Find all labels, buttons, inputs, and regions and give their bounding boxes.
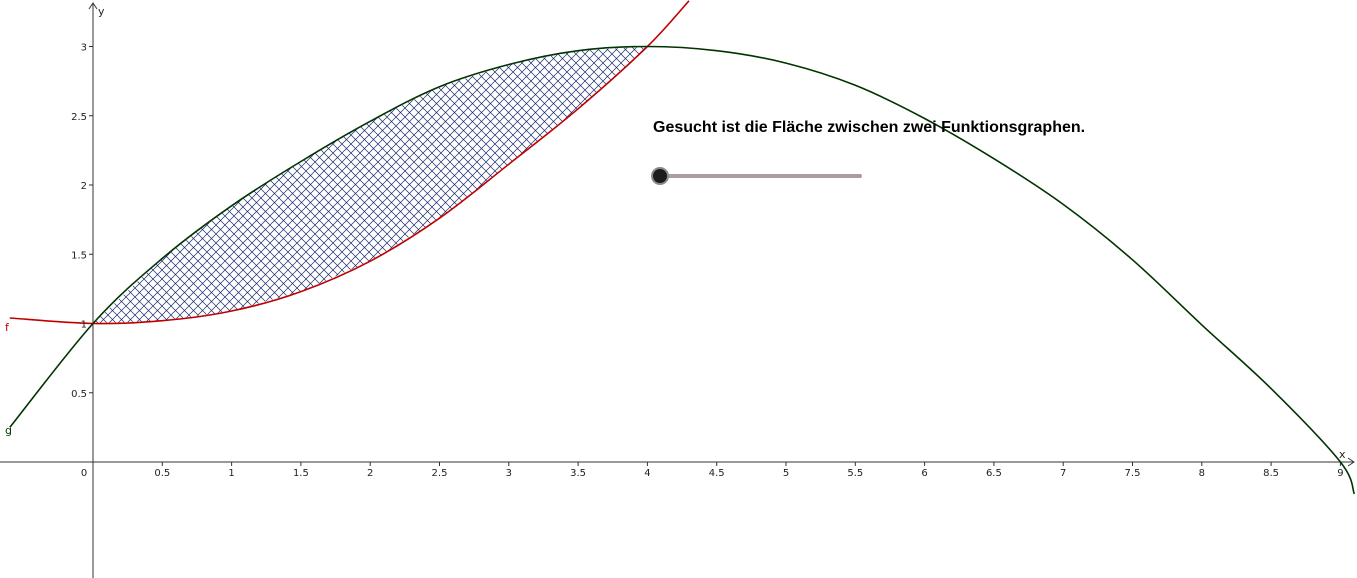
y-tick-label: 2 [81, 181, 87, 192]
y-axis-arrow [88, 2, 98, 10]
x-tick-label: 1.5 [293, 468, 309, 479]
x-tick-label: 8 [1199, 468, 1205, 479]
y-axis-label: y [98, 5, 105, 18]
x-tick-label: 4.5 [709, 468, 725, 479]
function-label-f: f [5, 321, 10, 334]
x-tick-label: 7.5 [1125, 468, 1141, 479]
curve-f [9, 0, 690, 325]
slider-knob[interactable] [651, 167, 669, 185]
y-tick-label: 0.5 [71, 389, 87, 400]
shaded-area [93, 46, 648, 324]
y-tick-label: 2.5 [71, 112, 87, 123]
y-tick-label: 3 [81, 43, 87, 54]
area-slider[interactable] [650, 166, 866, 186]
x-tick-label: 3.5 [570, 468, 586, 479]
x-tick-label: 4 [644, 468, 650, 479]
x-tick-label: 5 [783, 468, 789, 479]
y-tick-label: 1 [81, 320, 87, 331]
x-tick-label: 0.5 [154, 468, 170, 479]
x-tick-label: 1 [228, 468, 234, 479]
function-label-g: g [5, 424, 12, 437]
x-tick-label: 3 [506, 468, 512, 479]
x-tick-label: 9 [1337, 468, 1343, 479]
slider-track[interactable] [660, 174, 862, 178]
x-tick-label: 6.5 [986, 468, 1002, 479]
x-tick-label: 5.5 [847, 468, 863, 479]
x-tick-label: 8.5 [1263, 468, 1279, 479]
x-tick-label: 2.5 [432, 468, 448, 479]
x-tick-label: 2 [367, 468, 373, 479]
x-tick-label: 7 [1060, 468, 1066, 479]
y-tick-label: 1.5 [71, 250, 87, 261]
curve-g [9, 45, 1356, 495]
x-tick-label: 6 [921, 468, 927, 479]
x-axis-arrow [1347, 457, 1355, 467]
origin-label: 0 [81, 468, 87, 479]
x-axis-label: x [1339, 448, 1346, 461]
caption-text: Gesucht ist die Fläche zwischen zwei Fun… [653, 119, 1086, 136]
